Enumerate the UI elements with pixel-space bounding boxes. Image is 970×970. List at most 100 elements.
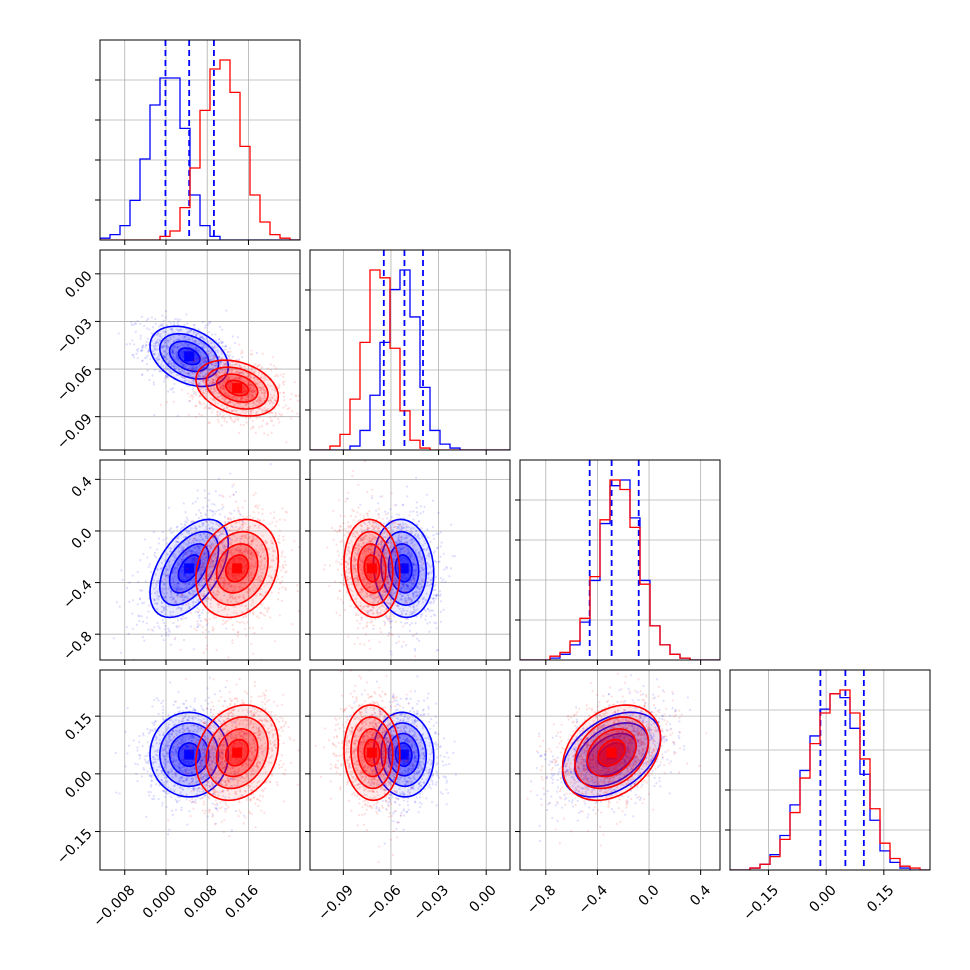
scatter-point bbox=[198, 509, 201, 512]
scatter-point bbox=[226, 407, 229, 410]
scatter-point bbox=[125, 343, 129, 346]
scatter-point bbox=[262, 379, 265, 382]
scatter-point bbox=[208, 407, 211, 410]
scatter-point bbox=[290, 392, 293, 395]
scatter-point bbox=[257, 407, 260, 410]
scatter-point bbox=[177, 589, 180, 592]
scatter-point bbox=[182, 582, 185, 585]
scatter-point bbox=[260, 387, 263, 390]
scatter-point bbox=[205, 520, 208, 523]
scatter-point bbox=[190, 367, 193, 370]
scatter-point bbox=[251, 390, 254, 393]
scatter-point bbox=[383, 510, 387, 513]
scatter-point bbox=[294, 394, 297, 397]
scatter-point bbox=[227, 656, 230, 659]
scatter-point bbox=[174, 367, 178, 370]
scatter-point bbox=[214, 389, 217, 392]
scatter-point bbox=[236, 336, 239, 339]
scatter-point bbox=[158, 370, 161, 373]
scatter-point bbox=[176, 346, 179, 349]
scatter-point bbox=[141, 373, 144, 377]
scatter-point bbox=[245, 402, 248, 406]
scatter-point bbox=[221, 503, 224, 506]
scatter-point bbox=[224, 368, 227, 371]
scatter-point bbox=[183, 323, 186, 327]
scatter-point bbox=[218, 355, 221, 358]
scatter-point bbox=[179, 361, 182, 365]
scatter-point bbox=[189, 395, 192, 398]
scatter-point bbox=[252, 385, 255, 388]
scatter-point bbox=[226, 401, 229, 404]
scatter-point bbox=[209, 351, 212, 355]
scatter-point bbox=[237, 506, 240, 509]
scatter-point bbox=[192, 382, 196, 385]
scatter-point bbox=[193, 370, 197, 374]
scatter-point bbox=[228, 377, 232, 381]
scatter-point bbox=[226, 379, 229, 382]
scatter-point bbox=[185, 364, 188, 367]
scatter-point bbox=[252, 388, 255, 391]
scatter-point bbox=[282, 406, 285, 409]
scatter-point bbox=[199, 378, 202, 381]
scatter-point bbox=[269, 393, 273, 396]
scatter-point bbox=[249, 353, 252, 356]
scatter-point bbox=[197, 350, 200, 353]
scatter-point bbox=[222, 341, 225, 344]
scatter-point bbox=[289, 398, 292, 401]
scatter-point bbox=[283, 560, 287, 563]
scatter-point bbox=[197, 382, 201, 385]
scatter-point bbox=[166, 324, 169, 327]
scatter-point bbox=[202, 356, 205, 359]
scatter-point bbox=[194, 404, 197, 407]
scatter-point bbox=[212, 391, 215, 394]
scatter-point bbox=[251, 396, 254, 400]
scatter-point bbox=[207, 353, 210, 356]
scatter-point bbox=[176, 342, 179, 346]
scatter-point bbox=[243, 380, 246, 383]
scatter-point bbox=[276, 598, 280, 601]
scatter-point bbox=[154, 341, 157, 344]
scatter-point bbox=[201, 357, 204, 360]
scatter-point bbox=[195, 557, 198, 560]
scatter-point bbox=[284, 587, 287, 590]
scatter-point bbox=[170, 362, 173, 365]
scatter-point bbox=[209, 382, 212, 385]
scatter-point bbox=[185, 372, 188, 375]
scatter-point bbox=[252, 388, 255, 391]
scatter-point bbox=[202, 369, 205, 372]
scatter-point bbox=[269, 384, 272, 388]
scatter-point bbox=[223, 390, 226, 393]
panel-frame bbox=[99, 39, 301, 241]
scatter-point bbox=[158, 334, 161, 338]
scatter-point bbox=[415, 511, 419, 514]
histogram-series-2 bbox=[100, 59, 300, 240]
scatter-point bbox=[188, 372, 192, 375]
scatter-point bbox=[214, 355, 218, 358]
scatter-point bbox=[222, 385, 225, 388]
scatter-point bbox=[191, 368, 194, 371]
scatter-point bbox=[210, 373, 213, 376]
scatter-point bbox=[166, 376, 169, 379]
scatter-point bbox=[189, 557, 192, 560]
scatter-point bbox=[269, 402, 272, 405]
scatter-point bbox=[210, 344, 214, 347]
scatter-point bbox=[218, 513, 222, 516]
scatter-point bbox=[153, 626, 156, 629]
scatter-point bbox=[269, 411, 272, 414]
scatter-point bbox=[125, 586, 129, 590]
scatter-point bbox=[211, 366, 215, 370]
scatter-point bbox=[207, 330, 211, 334]
density-peak-series-1 bbox=[184, 351, 195, 362]
scatter-point bbox=[168, 320, 171, 323]
scatter-point bbox=[239, 376, 242, 379]
scatter-point bbox=[258, 426, 261, 429]
scatter-point bbox=[224, 622, 227, 625]
scatter-point bbox=[149, 571, 153, 574]
scatter-point bbox=[198, 395, 201, 398]
scatter-point bbox=[180, 370, 183, 373]
scatter-point bbox=[228, 375, 232, 378]
scatter-point bbox=[198, 616, 201, 620]
scatter-point bbox=[203, 489, 206, 492]
scatter-point bbox=[250, 394, 253, 397]
scatter-point bbox=[202, 380, 205, 383]
